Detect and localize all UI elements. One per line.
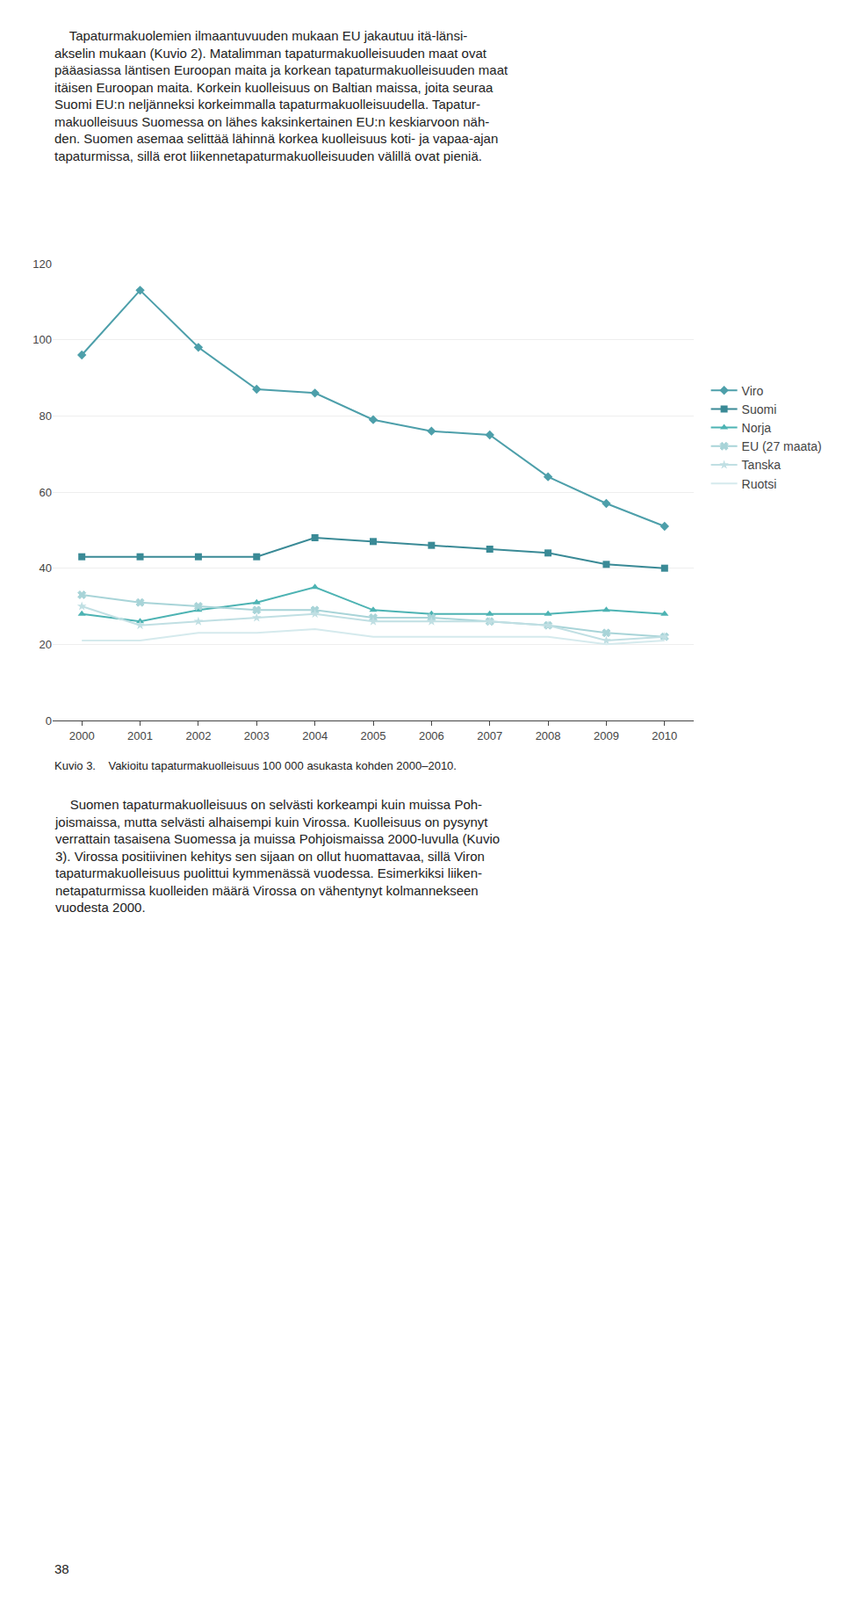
svg-text:0: 0 <box>45 713 52 728</box>
svg-text:40: 40 <box>39 561 52 575</box>
svg-text:Kuvio 3. Vakioitu tapaturma: Kuvio 3. Vakioitu tapaturmakuolleisuus 1… <box>54 758 457 772</box>
svg-text:2000: 2000 <box>69 728 95 743</box>
svg-text:2001: 2001 <box>127 728 153 743</box>
svg-text:Norja: Norja <box>742 420 772 435</box>
svg-text:EU (27 maata): EU (27 maata) <box>742 439 822 454</box>
svg-text:100: 100 <box>32 332 52 346</box>
svg-text:2004: 2004 <box>302 728 328 743</box>
svg-text:Suomi: Suomi <box>742 402 778 417</box>
svg-text:60: 60 <box>39 485 52 499</box>
svg-text:2006: 2006 <box>418 728 445 743</box>
svg-text:120: 120 <box>32 257 52 271</box>
svg-text:20: 20 <box>39 637 52 651</box>
svg-text:Ruotsi: Ruotsi <box>742 476 778 491</box>
svg-text:Tanska: Tanska <box>742 457 782 472</box>
svg-text:2008: 2008 <box>535 728 562 743</box>
svg-text:2005: 2005 <box>360 728 387 743</box>
svg-text:80: 80 <box>39 409 52 423</box>
svg-text:Suomen tapaturmakuolleisuus on: Suomen tapaturmakuolleisuus on selvästi … <box>54 796 500 915</box>
svg-text:2003: 2003 <box>244 728 270 743</box>
svg-text:2007: 2007 <box>476 728 503 743</box>
svg-text:2009: 2009 <box>593 728 620 743</box>
svg-text:2010: 2010 <box>651 728 678 743</box>
svg-text:2002: 2002 <box>185 728 211 743</box>
svg-text:Viro: Viro <box>742 383 764 398</box>
svg-text:Tapaturmakuolemien ilmaantuvuu: Tapaturmakuolemien ilmaantuvuuden mukaan… <box>54 28 509 164</box>
svg-text:38: 38 <box>54 1560 70 1576</box>
